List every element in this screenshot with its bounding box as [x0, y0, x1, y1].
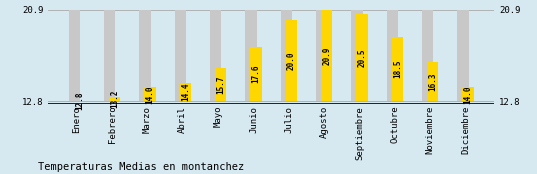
Text: 14.0: 14.0 [463, 85, 473, 104]
Bar [321, 10, 332, 101]
Text: 14.0: 14.0 [146, 85, 155, 104]
Text: Temperaturas Medias en montanchez: Temperaturas Medias en montanchez [38, 162, 244, 172]
Bar [357, 14, 368, 101]
Bar [427, 62, 438, 101]
Bar [104, 10, 115, 101]
Bar [387, 10, 398, 101]
Text: 18.5: 18.5 [393, 60, 402, 78]
Bar [281, 10, 292, 101]
Text: 17.6: 17.6 [251, 65, 260, 83]
Text: 14.4: 14.4 [181, 83, 190, 101]
Bar [316, 10, 328, 101]
Bar [392, 37, 403, 101]
Bar [69, 10, 80, 101]
Bar [215, 68, 227, 101]
Bar [109, 97, 120, 101]
Bar [139, 10, 150, 101]
Bar [286, 20, 297, 101]
Text: 12.8: 12.8 [75, 92, 84, 110]
Bar [422, 10, 433, 101]
Bar [245, 10, 257, 101]
Bar [144, 88, 156, 101]
Text: 15.7: 15.7 [216, 75, 225, 94]
Bar [210, 10, 221, 101]
Bar [250, 47, 262, 101]
Text: 13.2: 13.2 [110, 89, 119, 108]
Text: 16.3: 16.3 [429, 72, 437, 90]
Bar [351, 10, 362, 101]
Text: 20.0: 20.0 [287, 51, 296, 70]
Bar [180, 83, 191, 101]
Text: 20.5: 20.5 [358, 48, 367, 67]
Bar [458, 10, 469, 101]
Bar [462, 88, 474, 101]
Bar [175, 10, 186, 101]
Text: 20.9: 20.9 [322, 46, 331, 65]
